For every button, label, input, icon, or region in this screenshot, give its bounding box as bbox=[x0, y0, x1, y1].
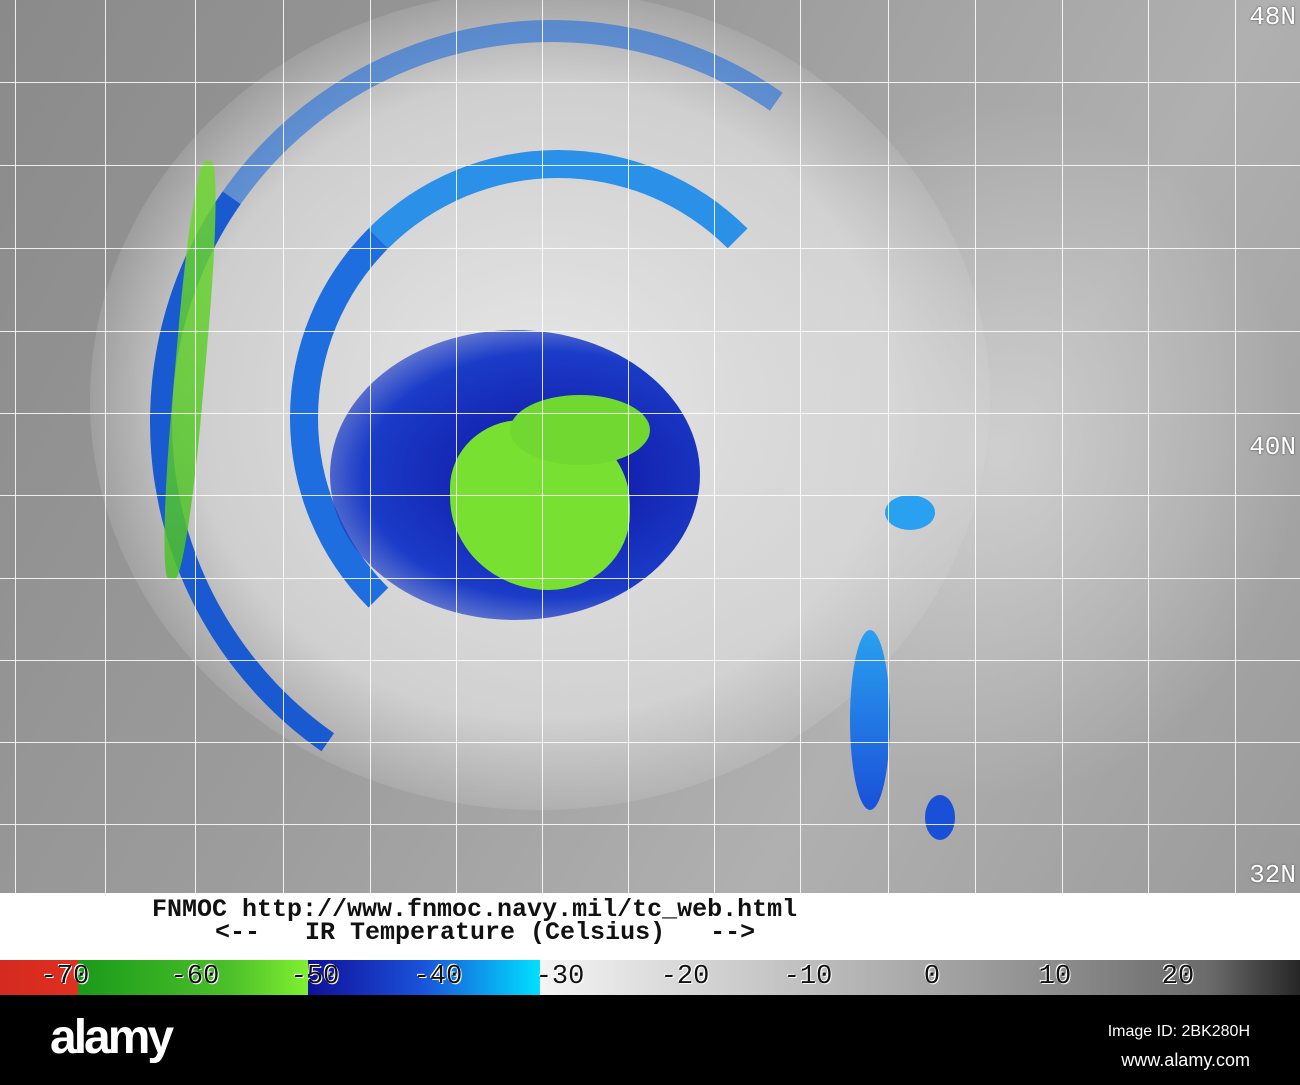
grid-line bbox=[1235, 0, 1236, 893]
alamy-logo: alamy bbox=[50, 1011, 174, 1064]
grid-line bbox=[0, 248, 1300, 249]
grid-line bbox=[370, 0, 371, 893]
blue-cell bbox=[885, 495, 935, 530]
grid-line bbox=[0, 578, 1300, 579]
lat-label-40n: 40N bbox=[1249, 432, 1296, 462]
lat-label-32n: 32N bbox=[1249, 860, 1296, 890]
colorbar-tick: -70 bbox=[40, 962, 90, 992]
caption: FNMOC http://www.fnmoc.navy.mil/tc_web.h… bbox=[0, 893, 1300, 960]
colorbar-tick: -50 bbox=[290, 962, 340, 992]
grid-line bbox=[105, 0, 106, 893]
grid-line bbox=[542, 0, 543, 893]
grid-line bbox=[1062, 0, 1063, 893]
grid-line bbox=[0, 165, 1300, 166]
grid-line bbox=[888, 0, 889, 893]
grid-line bbox=[0, 413, 1300, 414]
image-id: Image ID: 2BK280H bbox=[1107, 1023, 1250, 1040]
satellite-ir-image: 48N 40N 32N bbox=[0, 0, 1300, 893]
grid-line bbox=[800, 0, 801, 893]
grid-line bbox=[628, 0, 629, 893]
colorbar-title: <-- IR Temperature (Celsius) --> bbox=[215, 918, 756, 947]
colorbar-tick: -20 bbox=[660, 962, 710, 992]
blue-cell bbox=[850, 630, 890, 810]
colorbar-tick: 20 bbox=[1161, 962, 1195, 992]
grid-line bbox=[0, 742, 1300, 743]
colorbar-tick: 10 bbox=[1038, 962, 1072, 992]
colorbar-tick: -60 bbox=[170, 962, 220, 992]
grid-line bbox=[714, 0, 715, 893]
grid-line bbox=[0, 495, 1300, 496]
colorbar-tick: -40 bbox=[413, 962, 463, 992]
grid-line bbox=[1148, 0, 1149, 893]
colorbar-tick: 0 bbox=[923, 962, 941, 992]
grid-line bbox=[0, 660, 1300, 661]
grid-line bbox=[283, 0, 284, 893]
colorbar-tick: -30 bbox=[535, 962, 585, 992]
blue-cell bbox=[925, 795, 955, 840]
watermark-footer: alamy Image ID: 2BK280H www.alamy.com bbox=[0, 995, 1300, 1085]
grid-line bbox=[0, 824, 1300, 825]
grid-line bbox=[195, 0, 196, 893]
lat-label-48n: 48N bbox=[1249, 2, 1296, 32]
grid-line bbox=[15, 0, 16, 893]
source-url-text: FNMOC http://www.fnmoc.navy.mil/tc_web.h… bbox=[152, 895, 798, 924]
site-url: www.alamy.com bbox=[1121, 1050, 1250, 1070]
temperature-colorbar: -70 -60 -50 -40 -30 -20 -10 0 10 20 bbox=[0, 960, 1300, 995]
grid-line bbox=[0, 331, 1300, 332]
grid-line bbox=[975, 0, 976, 893]
colorbar-tick: -10 bbox=[783, 962, 833, 992]
grid-line bbox=[456, 0, 457, 893]
coldest-tops-green-2 bbox=[510, 395, 650, 465]
grid-line bbox=[0, 82, 1300, 83]
